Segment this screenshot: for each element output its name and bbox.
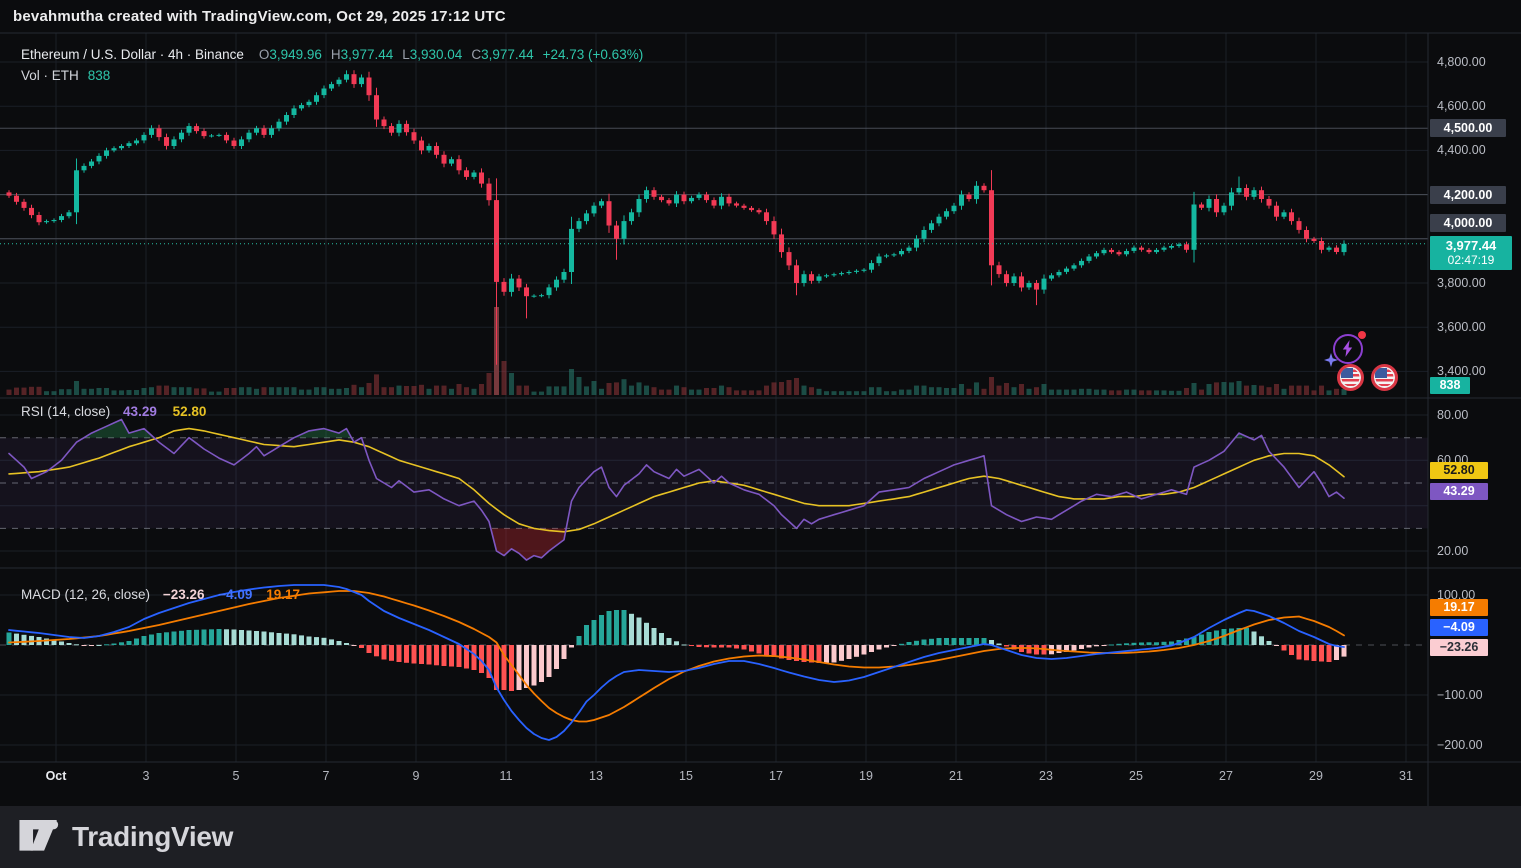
attribution-text: bevahmutha created with TradingView.com,…	[13, 8, 506, 25]
time-tick-label: 13	[589, 769, 603, 783]
last-price-badge: 3,977.44 02:47:19	[1430, 236, 1512, 270]
rsi-value: 43.29	[123, 404, 157, 419]
time-tick-label: 9	[412, 769, 420, 783]
tradingview-logo-icon[interactable]	[19, 820, 59, 854]
high-value: 3,977.44	[340, 47, 394, 62]
macd-tick-label: 100.00	[1437, 588, 1476, 602]
ai-events-icon[interactable]	[1324, 334, 1363, 367]
price-tick-label: 4,800.00	[1437, 55, 1486, 69]
last-price: 3,977.44	[1445, 238, 1497, 253]
rsi-value-badge: 43.29	[1430, 483, 1488, 500]
bar-countdown: 02:47:19	[1447, 253, 1495, 267]
price-tick-label: 4,600.00	[1437, 99, 1486, 113]
logo-bar: TradingView	[0, 806, 1521, 868]
time-tick-label: 23	[1039, 769, 1053, 783]
change-value: +24.73 (+0.63%)	[542, 47, 644, 62]
macd-title: MACD (12, 26, close)	[21, 587, 151, 602]
rsi-tick-label: 80.00	[1437, 408, 1469, 422]
close-value: 3,977.44	[481, 47, 534, 62]
time-tick-label: 5	[232, 769, 240, 783]
us-flag-event-icon[interactable]	[1337, 364, 1364, 391]
low-value: 3,930.04	[409, 47, 463, 62]
macd-value-badge: −4.09	[1430, 619, 1488, 636]
volume-value: 838	[87, 68, 111, 83]
price-tick-label: 3,400.00	[1437, 364, 1486, 378]
macd-legend[interactable]: MACD (12, 26, close) −23.26 −4.09 19.17	[21, 587, 300, 602]
price-tick-label: 4,400.00	[1437, 143, 1486, 157]
rsi-value-badge: 52.80	[1430, 462, 1488, 479]
price-tick-label: 3,800.00	[1437, 276, 1486, 290]
macd-hist-value: −23.26	[162, 587, 205, 602]
time-tick-label: 21	[949, 769, 963, 783]
volume-legend-row[interactable]: Vol · ETH 838	[21, 65, 643, 86]
open-label: O	[258, 47, 270, 62]
rsi-ma-value: 52.80	[172, 404, 207, 419]
symbol-title: Ethereum / U.S. Dollar · 4h · Binance	[21, 47, 244, 62]
price-level-label: 4,500.00	[1430, 119, 1506, 137]
macd-signal-value: 19.17	[266, 587, 300, 602]
macd-line-value: −4.09	[218, 587, 253, 602]
symbol-legend: Ethereum / U.S. Dollar · 4h · Binance O …	[21, 44, 643, 86]
macd-value-badge: 19.17	[1430, 599, 1488, 616]
price-axis[interactable]: 4,800.00 4,600.00 4,400.00 3,800.00 3,600.00…	[1428, 0, 1521, 806]
attribution-bar: bevahmutha created with TradingView.com,…	[0, 0, 1521, 33]
macd-tick-label: −100.00	[1437, 688, 1483, 702]
notification-dot	[1358, 331, 1366, 339]
sparkle-icon	[1324, 353, 1338, 367]
macd-value-badge: −23.26	[1430, 639, 1488, 656]
time-tick-label: 15	[679, 769, 693, 783]
price-level-label: 4,000.00	[1430, 214, 1506, 232]
tradingview-logo-text[interactable]: TradingView	[72, 821, 234, 852]
volume-label: Vol · ETH	[21, 68, 79, 83]
high-label: H	[330, 47, 341, 62]
time-tick-label: 3	[142, 769, 150, 783]
time-tick-label: 27	[1219, 769, 1233, 783]
time-tick-label: 25	[1129, 769, 1143, 783]
time-axis[interactable]: Oct 3 5 7 9 11 13 15 17 19 21 23 25 27 29 31	[0, 762, 1428, 806]
price-tick-label: 3,600.00	[1437, 320, 1486, 334]
volume-badge: 838	[1430, 377, 1470, 394]
time-tick-label: 31	[1399, 769, 1413, 783]
symbol-legend-row[interactable]: Ethereum / U.S. Dollar · 4h · Binance O …	[21, 44, 643, 65]
time-tick-label: 29	[1309, 769, 1323, 783]
close-label: C	[471, 47, 482, 62]
rsi-legend[interactable]: RSI (14, close) 43.29 52.80	[21, 404, 206, 419]
time-tick-label: Oct	[45, 769, 67, 783]
macd-tick-label: −200.00	[1437, 738, 1483, 752]
time-tick-label: 17	[769, 769, 783, 783]
time-tick-label: 7	[322, 769, 330, 783]
open-value: 3,949.96	[269, 47, 322, 62]
time-tick-label: 19	[859, 769, 873, 783]
lightning-bolt-icon	[1342, 340, 1353, 357]
rsi-tick-label: 20.00	[1437, 544, 1469, 558]
price-level-label: 4,200.00	[1430, 186, 1506, 204]
rsi-title: RSI (14, close)	[21, 404, 111, 419]
us-flag-event-icon[interactable]	[1371, 364, 1398, 391]
low-label: L	[402, 47, 410, 62]
time-tick-label: 11	[499, 769, 513, 783]
